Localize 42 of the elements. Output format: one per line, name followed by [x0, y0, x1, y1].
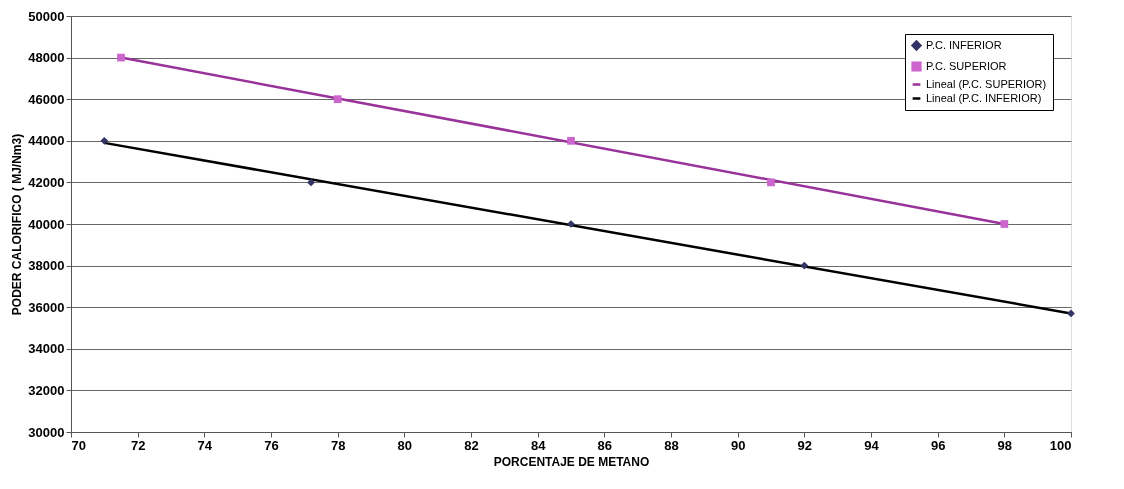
- x-tick-label: 92: [797, 437, 813, 453]
- point: [1000, 220, 1009, 228]
- point: [767, 178, 775, 187]
- x-tick-label: 100: [1049, 437, 1072, 453]
- point: [117, 53, 125, 62]
- point: [800, 261, 809, 270]
- point: [307, 178, 315, 187]
- y-tick-label: 34000: [28, 341, 65, 357]
- y-tick-label: 42000: [28, 174, 65, 190]
- point: [333, 95, 342, 104]
- x-tick-label: 82: [464, 437, 479, 453]
- legend-label: P.C. SUPERIOR: [926, 59, 1007, 72]
- y-tick-label: 36000: [28, 299, 65, 315]
- x-axis-title: PORCENTAJE DE METANO: [493, 454, 650, 469]
- legend-label: Lineal (P.C. SUPERIOR): [926, 77, 1047, 90]
- y-tick-label: 32000: [28, 382, 65, 398]
- y-tick-label: 46000: [28, 91, 65, 107]
- x-tick-label: 86: [597, 437, 613, 453]
- x-tick-label: 72: [130, 437, 146, 453]
- legend-label: Lineal (P.C. INFERIOR): [926, 91, 1042, 104]
- y-tick-label: 48000: [28, 50, 65, 66]
- x-tick-label: 90: [730, 437, 746, 453]
- x-tick-label: 76: [264, 437, 279, 453]
- x-tick-label: 74: [197, 437, 213, 453]
- y-tick-label: 50000: [28, 8, 65, 24]
- y-tick-label: 38000: [28, 258, 65, 274]
- x-tick-label: 78: [330, 437, 346, 453]
- legend-label: P.C. INFERIOR: [926, 38, 1002, 51]
- y-axis-title: PODER CALORIFICO ( MJ/Nm3): [10, 133, 25, 316]
- point: [1067, 309, 1075, 318]
- y-tick-label: 44000: [28, 133, 65, 149]
- x-tick-label: 96: [930, 437, 946, 453]
- x-tick-label: 88: [664, 437, 679, 453]
- x-tick-label: 80: [397, 437, 413, 453]
- x-tick-label: 94: [864, 437, 880, 453]
- point: [567, 136, 575, 145]
- x-tick-label: 98: [997, 437, 1013, 453]
- y-tick-label: 40000: [28, 216, 65, 232]
- x-tick-label: 84: [530, 437, 547, 453]
- point: [100, 136, 109, 145]
- x-tick-label: 70: [71, 437, 86, 453]
- y-tick-label: 30000: [28, 424, 65, 440]
